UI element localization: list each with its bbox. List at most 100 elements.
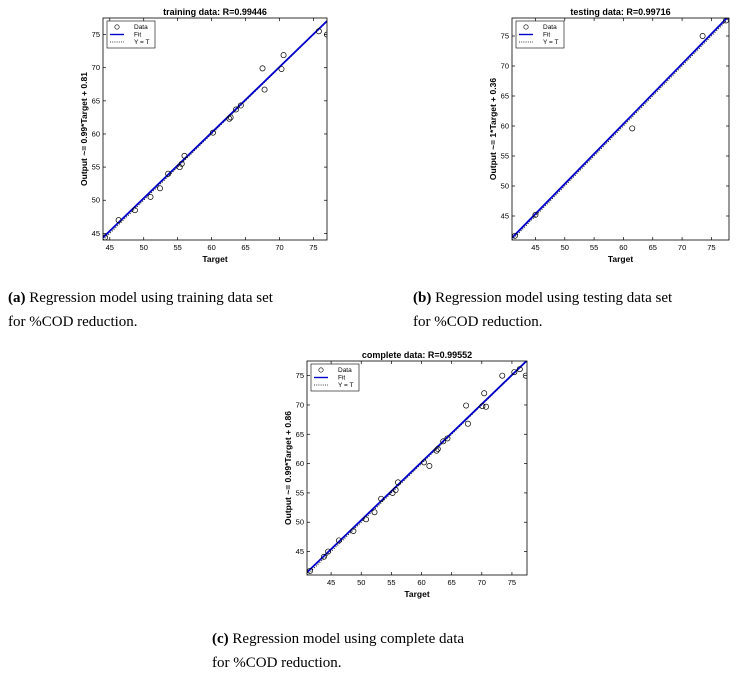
x-tick-label: 65 [241,243,249,252]
legend-entry: Data [134,24,148,31]
data-point [115,217,122,224]
data-point [280,52,287,59]
data-point [420,459,427,466]
y-tick-label: 70 [92,63,100,72]
data-point [226,115,233,122]
x-tick-label: 45 [106,243,114,252]
data-point [532,211,539,218]
y-tick-label: 60 [92,129,100,138]
fit-line [103,20,327,239]
data-point [371,509,378,516]
fit-line [512,18,729,239]
caption-b: (b) Regression model using testing data … [413,286,743,334]
x-tick-label: 45 [531,243,539,252]
x-tick-label: 60 [207,243,215,252]
complete-regression-plot: complete data: R=0.99552 45 50 55 60 65 70 75 45… [283,350,528,599]
caption-a-tag: (a) [8,290,26,306]
y-tick-label: 55 [92,163,100,172]
y-tick-label: 45 [501,212,509,221]
data-point [261,86,268,93]
testing-regression-plot: testing data: R=0.99716 45 50 55 60 65 70 75 45 5… [488,7,730,264]
data-point [210,129,216,136]
y-tick-label: 55 [296,488,304,497]
y-tick-label: 65 [296,430,304,439]
y-axis-label: Output ~= 0.99*Target + 0.81 [79,72,89,186]
x-axis-label: Target [404,589,430,599]
x-tick-label: 70 [275,243,283,252]
caption-a-line1: Regression model using training data set [25,290,273,306]
x-tick-label: 50 [140,243,148,252]
data-point [629,125,636,132]
data-point [479,403,486,410]
data-point [350,528,357,534]
x-tick-label: 75 [707,243,715,252]
x-tick-label: 50 [561,243,569,252]
y-tick-label: 75 [296,371,304,380]
x-tick-label: 60 [417,578,425,587]
data-point [516,366,523,373]
data-point [237,102,244,109]
x-tick-label: 45 [327,578,335,587]
y-tick-label: 50 [501,182,509,191]
x-tick-label: 70 [678,243,686,252]
data-point [426,462,433,469]
legend-data-marker [114,24,120,30]
x-tick-label: 75 [309,243,317,252]
x-tick-label: 65 [447,578,455,587]
legend-entry: Y = T [543,39,559,46]
data-point [378,495,385,502]
data-point [395,479,401,486]
y-tick-label: 65 [501,92,509,101]
data-point [181,152,188,159]
chart-title: complete data: R=0.99552 [362,350,472,360]
chart-title: training data: R=0.99446 [163,7,267,17]
caption-b-line2: for %COD reduction. [413,314,543,330]
y-tick-label: 70 [296,400,304,409]
chart-title: testing data: R=0.99716 [570,7,670,17]
data-point [178,160,185,167]
plot-axes-box [306,360,528,576]
y-tick-label: 60 [501,122,509,131]
data-point [444,435,451,442]
y-tick-label: 60 [296,459,304,468]
identity-line [512,18,729,240]
data-point [363,516,370,523]
y-tick-label: 55 [501,152,509,161]
data-point [463,402,470,409]
legend-entry: Y = T [338,382,354,389]
data-point [499,372,506,379]
y-tick-label: 50 [92,196,100,205]
y-tick-label: 65 [92,96,100,105]
data-point [325,548,332,555]
legend-entry: Data [543,24,557,31]
caption-a: (a) Regression model using training data… [8,286,348,334]
data-point [307,567,313,574]
training-regression-plot: training data: R=0.99446 45 50 55 60 65 70 75 45… [79,7,328,264]
data-point [481,390,488,397]
data-point [434,445,441,452]
y-tick-label: 70 [501,62,509,71]
x-tick-label: 60 [619,243,627,252]
x-tick-label: 55 [590,243,598,252]
caption-c: (c) Regression model using complete data… [212,627,552,675]
caption-c-line2: for %COD reduction. [212,655,342,671]
data-point [335,537,342,544]
y-tick-label: 45 [296,547,304,556]
legend-entry: Fit [338,375,345,382]
data-point [392,487,399,493]
data-point [278,66,285,72]
data-point [522,372,527,379]
x-tick-label: 65 [649,243,657,252]
data-point [315,28,322,35]
caption-c-tag: (c) [212,631,229,647]
caption-a-line2: for %COD reduction. [8,314,138,330]
fit-line [307,361,527,574]
data-point [440,438,447,445]
y-tick-label: 75 [501,32,509,41]
data-point [176,164,183,171]
caption-b-line1: Regression model using testing data set [431,290,673,306]
data-point [165,170,172,177]
x-axis-label: Target [202,254,228,264]
legend-entry: Fit [543,32,550,39]
legend-data-marker [318,367,324,373]
